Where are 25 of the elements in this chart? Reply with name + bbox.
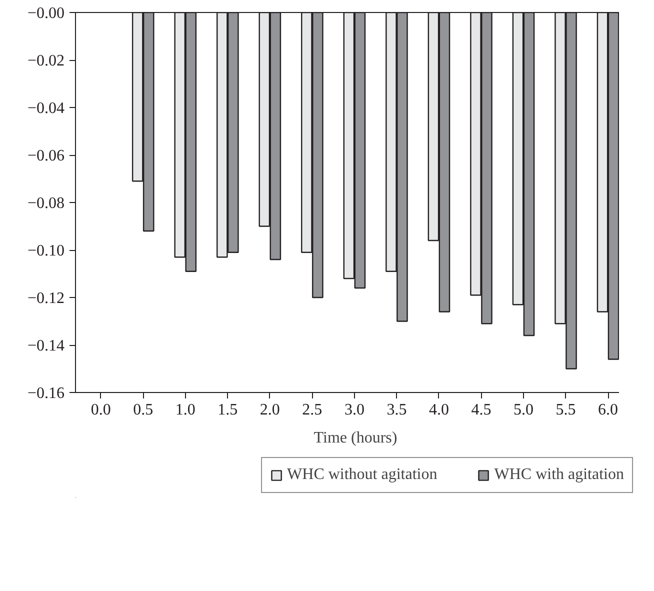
x-tick-label: 1.5 [218, 402, 238, 418]
x-tick-label: 6.0 [598, 402, 618, 418]
y-tick-label: −0.16 [27, 385, 65, 402]
x-tick-label: 1.0 [175, 402, 196, 418]
y-tick-label: −0.00 [27, 5, 65, 22]
x-tick-label: 0.0 [90, 402, 111, 418]
y-tick-label: −0.14 [27, 338, 65, 354]
x-tick-label: 5.0 [514, 402, 534, 418]
legend-label: WHC with agitation [494, 466, 624, 484]
y-tick-label: −0.12 [27, 290, 65, 307]
x-tick-label: 0.5 [133, 402, 154, 418]
y-tick-label: −0.06 [27, 148, 65, 164]
x-tick-label: 2.0 [260, 402, 280, 418]
legend-label: WHC without agitation [287, 466, 438, 484]
x-tick-label: 2.5 [302, 402, 322, 418]
x-tick-label: 3.0 [344, 402, 364, 418]
x-tick-label: 4.5 [471, 402, 492, 418]
y-tick-label: −0.08 [27, 195, 65, 212]
x-tick-label: 4.0 [428, 402, 449, 418]
y-tick-label: −0.04 [27, 100, 65, 117]
x-tick-label: 5.5 [556, 402, 576, 418]
y-tick-label: −0.02 [27, 52, 65, 70]
x-tick-label: 3.5 [386, 402, 407, 418]
y-tick-label: −0.10 [27, 242, 65, 260]
x-axis-title: Time (hours) [314, 430, 398, 446]
